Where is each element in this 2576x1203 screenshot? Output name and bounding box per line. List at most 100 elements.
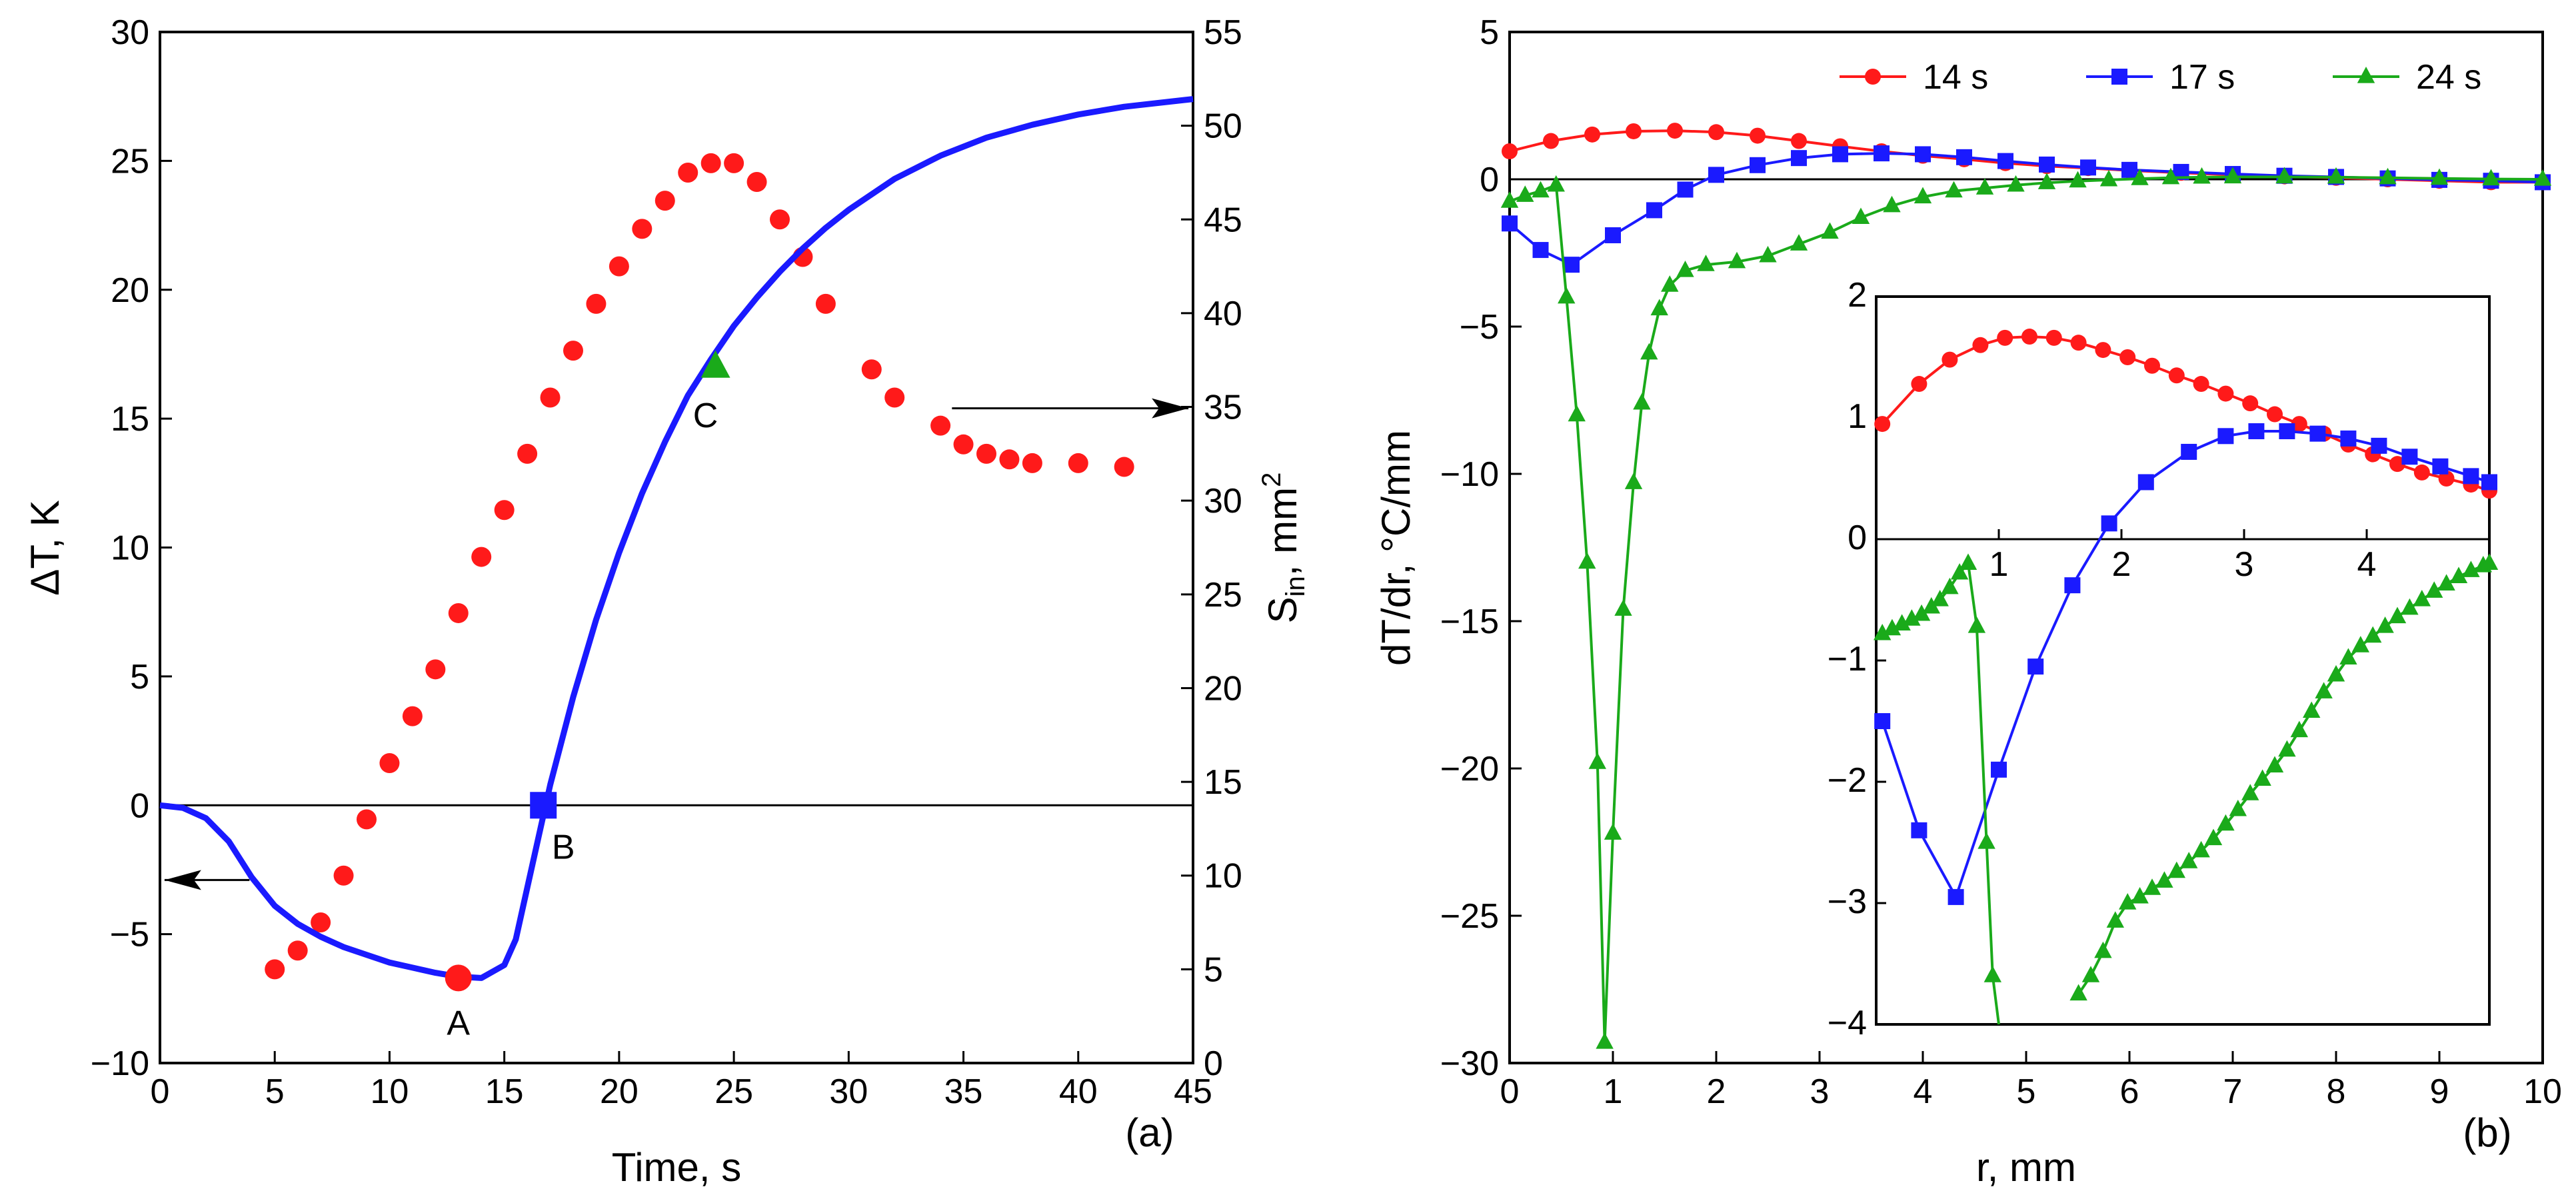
- series-point: [1588, 752, 1606, 769]
- inset-series-point: [2401, 598, 2419, 615]
- x-axis-label-a: Time, s: [612, 1145, 741, 1190]
- y2-tick-label: 5: [1204, 950, 1223, 989]
- x-tick-label: 9: [2430, 1072, 2449, 1111]
- y-tick-label: 20: [111, 271, 149, 310]
- series-point: [1874, 145, 1890, 162]
- inset-series-point: [2081, 966, 2100, 982]
- series-point: [1532, 181, 1550, 198]
- y-ticks-b: −30 −25 −20 −15 −10 −5 0 5: [1440, 13, 1522, 1083]
- series-point: [1883, 195, 1901, 213]
- plot-frame-a: [159, 31, 1194, 1064]
- marker-label-a: A: [447, 1004, 470, 1042]
- right-axis-arrow-head: [1152, 398, 1189, 419]
- marker-label-c: C: [693, 397, 718, 435]
- inset-frame: [1875, 295, 2491, 1026]
- x-tick-label: 45: [1174, 1072, 1212, 1111]
- s-in-point: [265, 959, 285, 980]
- legend-marker: [1865, 69, 1881, 85]
- inset-series-point: [2364, 626, 2382, 643]
- legend-label: 17 s: [2169, 58, 2235, 97]
- x-tick-label: 5: [265, 1072, 285, 1111]
- y-tick-label: 0: [130, 786, 149, 825]
- series-point: [2121, 161, 2137, 178]
- inset-series-point: [1997, 329, 2013, 346]
- inset-series-point: [2339, 648, 2357, 664]
- inset-series-point: [1947, 888, 1964, 905]
- inset-series-point: [2351, 636, 2369, 652]
- inset-series-point: [2248, 423, 2265, 440]
- x-ticks-a: 0 5 10 15 20 25 30 35 40 45: [151, 1051, 1212, 1111]
- series-point: [2482, 169, 2500, 186]
- x-tick-label: 0: [151, 1072, 170, 1111]
- inset-series-point: [2167, 861, 2185, 878]
- s-in-point: [1114, 457, 1134, 477]
- inset-series-point: [1883, 618, 1902, 636]
- series-point: [1558, 287, 1576, 304]
- y-tick-label: −5: [110, 916, 149, 954]
- series-point: [1596, 1032, 1614, 1049]
- series-point: [1945, 181, 1963, 198]
- inset-series-point: [2315, 682, 2333, 698]
- s-in-point: [287, 940, 308, 961]
- series-point: [2533, 169, 2552, 186]
- inset-series-point: [2137, 474, 2154, 491]
- inset-series-point: [2371, 437, 2387, 454]
- chart-panel-a: 0 5 10 15 20 25 30 35 40 45 −10 −5 0 5 10 15 20 25 30 0 5 1…: [23, 13, 1310, 1190]
- inset-series-point: [2021, 329, 2037, 345]
- series-point: [1624, 473, 1643, 489]
- y2-tick-label: 35: [1204, 389, 1242, 427]
- x-tick-label: 25: [714, 1072, 753, 1111]
- y-tick-label: −10: [1440, 455, 1499, 494]
- x-tick-label: 40: [1059, 1072, 1098, 1111]
- legend-marker: [2357, 67, 2375, 83]
- series-point: [1605, 227, 1621, 243]
- inset-series-point: [1941, 351, 1958, 368]
- inset-series-point: [2143, 878, 2161, 895]
- inset-series-point: [1893, 614, 1911, 630]
- marker-c: [700, 350, 730, 378]
- y2-tick-label: 45: [1204, 201, 1242, 239]
- inset-series-point: [2070, 335, 2087, 351]
- inset-x-tick-label: 3: [2235, 545, 2254, 584]
- inset-y-tick-label: 0: [1848, 519, 1867, 557]
- s-in-point: [999, 449, 1020, 470]
- x-tick-label: 7: [2223, 1072, 2243, 1111]
- s-in-point: [930, 415, 951, 436]
- series-point: [1915, 146, 1931, 163]
- inset-y-ticks: −4 −3 −2 −1 0 1 2: [1828, 276, 1886, 1042]
- series-point: [1516, 185, 1534, 202]
- series-point: [1821, 222, 1839, 239]
- inset-series-point: [2413, 590, 2431, 606]
- inset-series-point: [2340, 430, 2357, 447]
- s-in-point: [1068, 453, 1088, 473]
- inset-series-point: [2181, 443, 2197, 460]
- s-in-point: [609, 256, 629, 277]
- inset-y-tick-label: 1: [1848, 397, 1867, 436]
- y2-label-sub: in: [1281, 576, 1310, 597]
- series-point: [1532, 242, 1549, 259]
- inset-series-point: [1959, 553, 1977, 570]
- inset-series-point: [2279, 423, 2295, 440]
- y-tick-label: −10: [91, 1044, 149, 1083]
- inset-x-tick-label: 4: [2357, 545, 2377, 584]
- x-tick-label: 10: [2523, 1072, 2562, 1111]
- legend: 14 s 17 s 24 s: [1840, 58, 2481, 97]
- inset-series-point: [2242, 395, 2259, 412]
- inset-series-point: [2192, 840, 2210, 858]
- series-point: [1661, 275, 1679, 292]
- inset-series-point: [2204, 828, 2223, 846]
- y-tick-label: −25: [1440, 897, 1499, 936]
- inset-series-point: [2101, 515, 2117, 532]
- inset-series-point: [2413, 464, 2430, 481]
- inset-series-point: [1977, 832, 1995, 849]
- s-in-point: [678, 162, 698, 183]
- series-point: [2327, 167, 2345, 184]
- x-tick-label: 0: [1500, 1072, 1520, 1111]
- inset-series-point: [2278, 740, 2296, 757]
- inset-series-point: [2376, 616, 2394, 633]
- y2-axis-label-a: Sin, mm2: [1257, 473, 1310, 624]
- inset-y-tick-label: −4: [1828, 1004, 1867, 1042]
- inset-series-point: [2193, 376, 2209, 393]
- x-tick-label: 20: [600, 1072, 639, 1111]
